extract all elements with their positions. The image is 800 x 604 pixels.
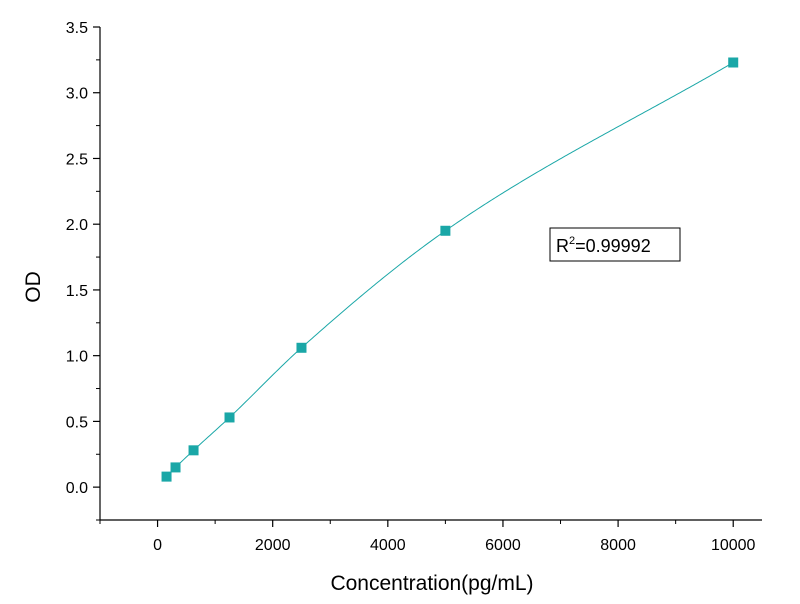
fit-curve-layer [166,62,734,477]
data-point [161,471,172,482]
y-tick-label: 2.5 [66,151,88,168]
y-tick-label: 1.0 [66,349,88,366]
r2-superscript: 2 [569,235,575,247]
data-point [170,462,181,473]
y-tick-label: 2.0 [66,217,88,234]
y-axis: 0.0 0.5 1.0 1.5 2.0 2.5 3.0 3.5 [66,20,101,521]
data-point [440,225,451,236]
x-tick-label: 0 [153,537,162,554]
data-point [728,57,739,68]
r2-annotation: R2=0.99992 [549,227,681,262]
data-point [296,342,307,353]
data-point [188,445,199,456]
data-point [224,412,235,423]
r2-annotation-box [549,227,681,262]
y-axis-title: OD [22,271,45,303]
x-axis-title: Concentration(pg/mL) [330,572,533,595]
y-tick-label: 3.0 [66,86,88,103]
y-tick-label: 0.0 [66,480,88,497]
r2-value: =0.99992 [575,236,651,256]
r2-base: R [556,236,569,256]
x-tick-label: 2000 [255,537,291,554]
x-tick-label: 10000 [711,537,756,554]
data-points [161,57,739,482]
y-tick-label: 3.5 [66,20,88,37]
x-tick-label: 8000 [600,537,636,554]
r2-annotation-label: R2=0.99992 [556,235,651,256]
x-tick-label: 6000 [485,537,521,554]
y-tick-label: 0.5 [66,414,88,431]
x-tick-label: 4000 [370,537,406,554]
fit-curve [166,62,734,477]
y-tick-label: 1.5 [66,283,88,300]
x-axis: 0 2000 4000 6000 8000 10000 [99,519,762,554]
